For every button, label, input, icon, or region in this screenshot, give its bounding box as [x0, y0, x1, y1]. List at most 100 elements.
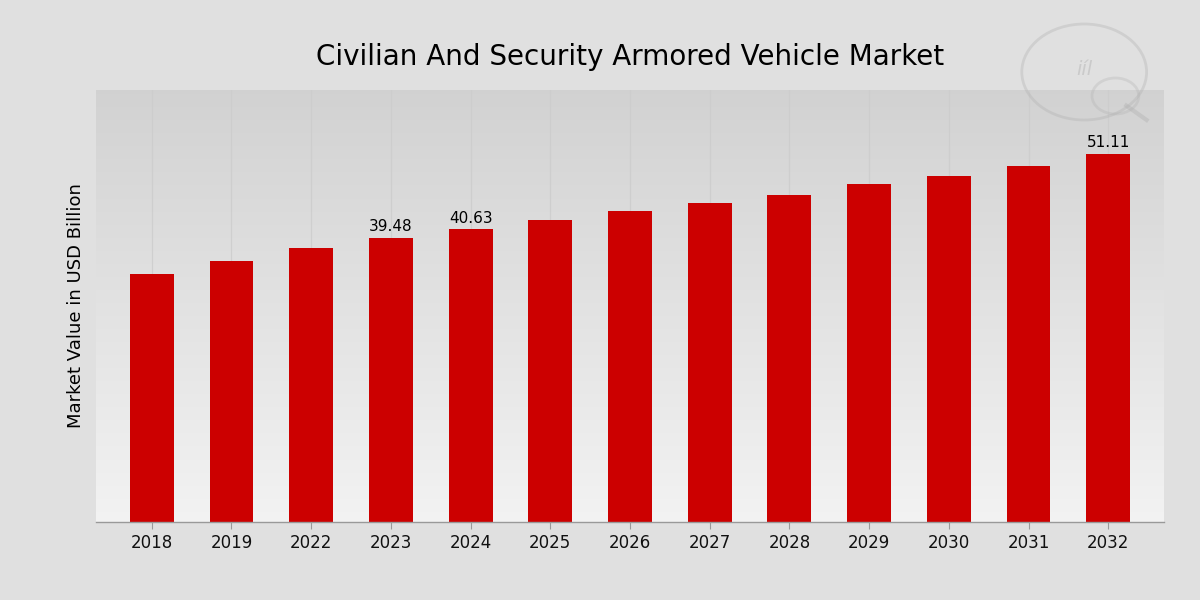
Bar	[96, 476, 1164, 478]
Bar	[96, 240, 1164, 241]
Bar	[96, 137, 1164, 139]
Bar	[96, 212, 1164, 214]
Bar	[96, 492, 1164, 493]
Bar	[96, 379, 1164, 381]
Bar	[96, 341, 1164, 342]
Bar	[96, 305, 1164, 306]
Bar	[96, 331, 1164, 332]
Bar	[96, 343, 1164, 345]
Bar	[96, 133, 1164, 134]
Bar	[96, 126, 1164, 127]
Bar	[96, 444, 1164, 446]
Bar	[96, 317, 1164, 319]
Bar	[96, 322, 1164, 323]
Bar	[847, 184, 892, 522]
Bar	[96, 449, 1164, 450]
Bar	[96, 332, 1164, 334]
Bar	[96, 422, 1164, 424]
Bar	[96, 436, 1164, 437]
Bar	[96, 388, 1164, 389]
Bar	[96, 511, 1164, 512]
Bar	[96, 159, 1164, 161]
Bar	[96, 223, 1164, 224]
Bar	[96, 386, 1164, 388]
Bar	[96, 482, 1164, 483]
Bar	[96, 345, 1164, 346]
Bar	[96, 362, 1164, 364]
Bar	[96, 458, 1164, 460]
Bar	[96, 146, 1164, 148]
Bar	[96, 176, 1164, 178]
Bar	[96, 377, 1164, 378]
Bar	[96, 490, 1164, 492]
Bar	[96, 220, 1164, 221]
Bar	[96, 499, 1164, 500]
Bar	[96, 94, 1164, 96]
Bar	[289, 248, 334, 522]
Bar	[96, 440, 1164, 442]
Bar	[96, 316, 1164, 317]
Bar	[96, 182, 1164, 184]
Bar	[96, 145, 1164, 146]
Bar	[96, 201, 1164, 202]
Bar	[96, 257, 1164, 259]
Bar	[96, 191, 1164, 192]
Bar	[96, 168, 1164, 169]
Bar	[96, 178, 1164, 179]
Bar	[96, 134, 1164, 136]
Bar	[96, 142, 1164, 143]
Bar	[96, 209, 1164, 211]
Bar	[96, 112, 1164, 113]
Bar	[368, 238, 413, 522]
Bar	[96, 512, 1164, 514]
Bar	[96, 355, 1164, 356]
Bar	[96, 494, 1164, 496]
Bar	[96, 218, 1164, 220]
Bar	[96, 450, 1164, 451]
Bar	[96, 262, 1164, 263]
Bar	[96, 371, 1164, 372]
Bar	[449, 229, 492, 522]
Bar	[96, 231, 1164, 233]
Bar	[96, 485, 1164, 486]
Bar	[96, 169, 1164, 170]
Bar	[96, 411, 1164, 413]
Bar	[96, 521, 1164, 522]
Bar	[96, 473, 1164, 475]
Bar	[96, 158, 1164, 159]
Bar	[96, 152, 1164, 154]
Bar	[96, 226, 1164, 227]
Bar	[96, 364, 1164, 365]
Bar	[96, 90, 1164, 91]
Bar	[96, 264, 1164, 266]
Bar	[96, 446, 1164, 447]
Bar	[96, 326, 1164, 328]
Bar	[96, 334, 1164, 335]
Bar	[96, 463, 1164, 464]
Bar	[96, 289, 1164, 290]
Bar	[96, 394, 1164, 395]
Bar	[96, 325, 1164, 326]
Bar	[96, 391, 1164, 392]
Bar	[96, 130, 1164, 132]
Bar	[96, 367, 1164, 368]
Bar	[96, 398, 1164, 400]
Bar	[96, 267, 1164, 269]
Bar	[96, 319, 1164, 320]
Bar	[96, 461, 1164, 463]
Bar	[608, 211, 652, 522]
Bar	[96, 278, 1164, 280]
Bar	[96, 309, 1164, 310]
Bar	[96, 298, 1164, 299]
Bar	[96, 433, 1164, 434]
Text: 51.11: 51.11	[1086, 136, 1130, 151]
Bar	[96, 359, 1164, 361]
Bar	[96, 198, 1164, 199]
Bar	[96, 479, 1164, 480]
Bar	[96, 98, 1164, 100]
Bar	[96, 230, 1164, 231]
Bar	[96, 274, 1164, 276]
Bar	[96, 208, 1164, 209]
Bar	[96, 385, 1164, 386]
Bar	[96, 431, 1164, 433]
